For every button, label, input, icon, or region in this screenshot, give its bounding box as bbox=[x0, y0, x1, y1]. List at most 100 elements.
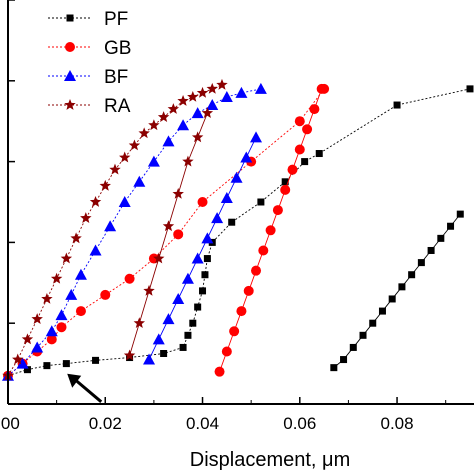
series-gb-point bbox=[214, 366, 225, 377]
series-bf-line bbox=[7, 88, 261, 377]
series-ra-point bbox=[216, 78, 228, 90]
x-tick-label: 0.04 bbox=[186, 414, 219, 433]
series-bf-point bbox=[220, 191, 233, 203]
series-ra-point bbox=[133, 317, 146, 329]
series-pf-point bbox=[201, 271, 209, 279]
series-gb-point bbox=[294, 116, 305, 127]
series-pf-point bbox=[417, 259, 425, 267]
x-axis-title: Displacement, μm bbox=[190, 449, 350, 471]
series-gb-point bbox=[100, 289, 111, 300]
series-ra-point bbox=[153, 252, 165, 264]
legend-gb-label: GB bbox=[104, 38, 131, 59]
x-tick-label: 0.02 bbox=[89, 414, 122, 433]
series-bf-point bbox=[143, 353, 156, 365]
series-pf-point bbox=[184, 331, 192, 339]
series-ra-point bbox=[162, 220, 175, 232]
series-bf-point bbox=[220, 90, 233, 102]
plot-area bbox=[2, 78, 474, 403]
series-gb-point bbox=[302, 124, 313, 135]
x-tick-label: 0.08 bbox=[381, 414, 414, 433]
series-ra-point bbox=[167, 103, 180, 114]
series-pf-point bbox=[43, 362, 51, 370]
series-ra-point bbox=[157, 111, 170, 123]
series-pf-point bbox=[179, 343, 187, 351]
series-bf-point bbox=[55, 309, 68, 321]
series-pf-point bbox=[160, 350, 168, 357]
series-pf-point bbox=[437, 234, 445, 242]
series-ra-point bbox=[50, 272, 63, 284]
series-bf-point bbox=[172, 292, 185, 304]
series-ra-point bbox=[128, 139, 141, 151]
x-tick-label: .00 bbox=[0, 414, 20, 433]
series-bf-point bbox=[177, 119, 190, 131]
series-bf-point bbox=[206, 99, 219, 111]
series-pf-point bbox=[23, 366, 31, 374]
series-pf-point bbox=[427, 246, 435, 254]
series-ra-point bbox=[21, 333, 34, 345]
series-gb-point bbox=[221, 346, 232, 357]
series-gb-point bbox=[265, 225, 276, 236]
series-gb-point bbox=[56, 322, 67, 333]
series-gb-point bbox=[272, 205, 283, 216]
series-gb-point bbox=[294, 144, 305, 155]
legend-gb-marker bbox=[65, 42, 75, 52]
series-gb-point bbox=[236, 306, 247, 317]
series-bf-point bbox=[254, 82, 267, 94]
annotation-arrow-head bbox=[67, 373, 82, 388]
series-pf-point bbox=[466, 85, 474, 93]
series-pf-point bbox=[456, 210, 464, 218]
series-pf-point bbox=[315, 150, 323, 158]
series-bf-point bbox=[250, 131, 263, 143]
series-ra-point bbox=[182, 155, 194, 167]
x-tick-label: 0.06 bbox=[283, 414, 316, 433]
series-pf-point bbox=[447, 222, 455, 230]
series-gb-point bbox=[197, 197, 208, 207]
series-ra-point bbox=[80, 212, 92, 224]
series-pf-line bbox=[7, 88, 471, 377]
series-bf-point bbox=[152, 333, 165, 345]
series-pf-point bbox=[408, 271, 416, 279]
series-bf-point bbox=[16, 357, 29, 369]
series-gb-point bbox=[309, 104, 320, 115]
series-pf-point bbox=[62, 360, 70, 368]
series-ra-point bbox=[41, 292, 53, 304]
series-bf-point bbox=[201, 232, 214, 244]
series-gb-point bbox=[251, 265, 262, 276]
series-ra-point bbox=[99, 179, 111, 191]
legend-bf-label: BF bbox=[104, 67, 128, 88]
series-bf-line bbox=[148, 137, 257, 360]
series-gb-point bbox=[124, 273, 135, 284]
series-bf-point bbox=[240, 151, 253, 163]
series-bf-point bbox=[147, 155, 160, 167]
series-ra-point bbox=[109, 163, 121, 175]
series-ra-point bbox=[172, 187, 184, 199]
series-ra-point bbox=[177, 95, 189, 106]
series-bf-point bbox=[133, 175, 146, 187]
series-pf-point bbox=[398, 283, 406, 291]
series-gb-point bbox=[258, 245, 269, 256]
series-bf-point bbox=[118, 196, 131, 207]
series-ra-point bbox=[187, 90, 199, 102]
legend-bf-marker bbox=[64, 70, 76, 81]
series-ra-point bbox=[191, 131, 204, 143]
series-bf-point bbox=[191, 107, 204, 119]
series-ra-point bbox=[70, 232, 82, 244]
series-gb-point bbox=[229, 326, 240, 337]
series-pf-point bbox=[330, 364, 338, 372]
series-gb-point bbox=[243, 285, 254, 296]
axes: .00 0.02 0.04 0.06 0.08 bbox=[0, 0, 474, 433]
series-ra-point bbox=[31, 313, 43, 325]
series-ra-point bbox=[119, 151, 131, 163]
series-pf-point bbox=[281, 178, 289, 186]
series-bf-point bbox=[104, 220, 117, 232]
series-bf-point bbox=[45, 325, 58, 337]
series-gb-point bbox=[173, 229, 184, 240]
series-pf-point bbox=[228, 218, 236, 226]
series-bf-point bbox=[74, 268, 87, 280]
series-ra-point bbox=[201, 107, 214, 118]
series-pf-point bbox=[378, 307, 386, 315]
legend: PF GB BF RA bbox=[48, 9, 131, 117]
series-bf-point bbox=[230, 171, 243, 183]
series-ra-point bbox=[196, 86, 209, 98]
